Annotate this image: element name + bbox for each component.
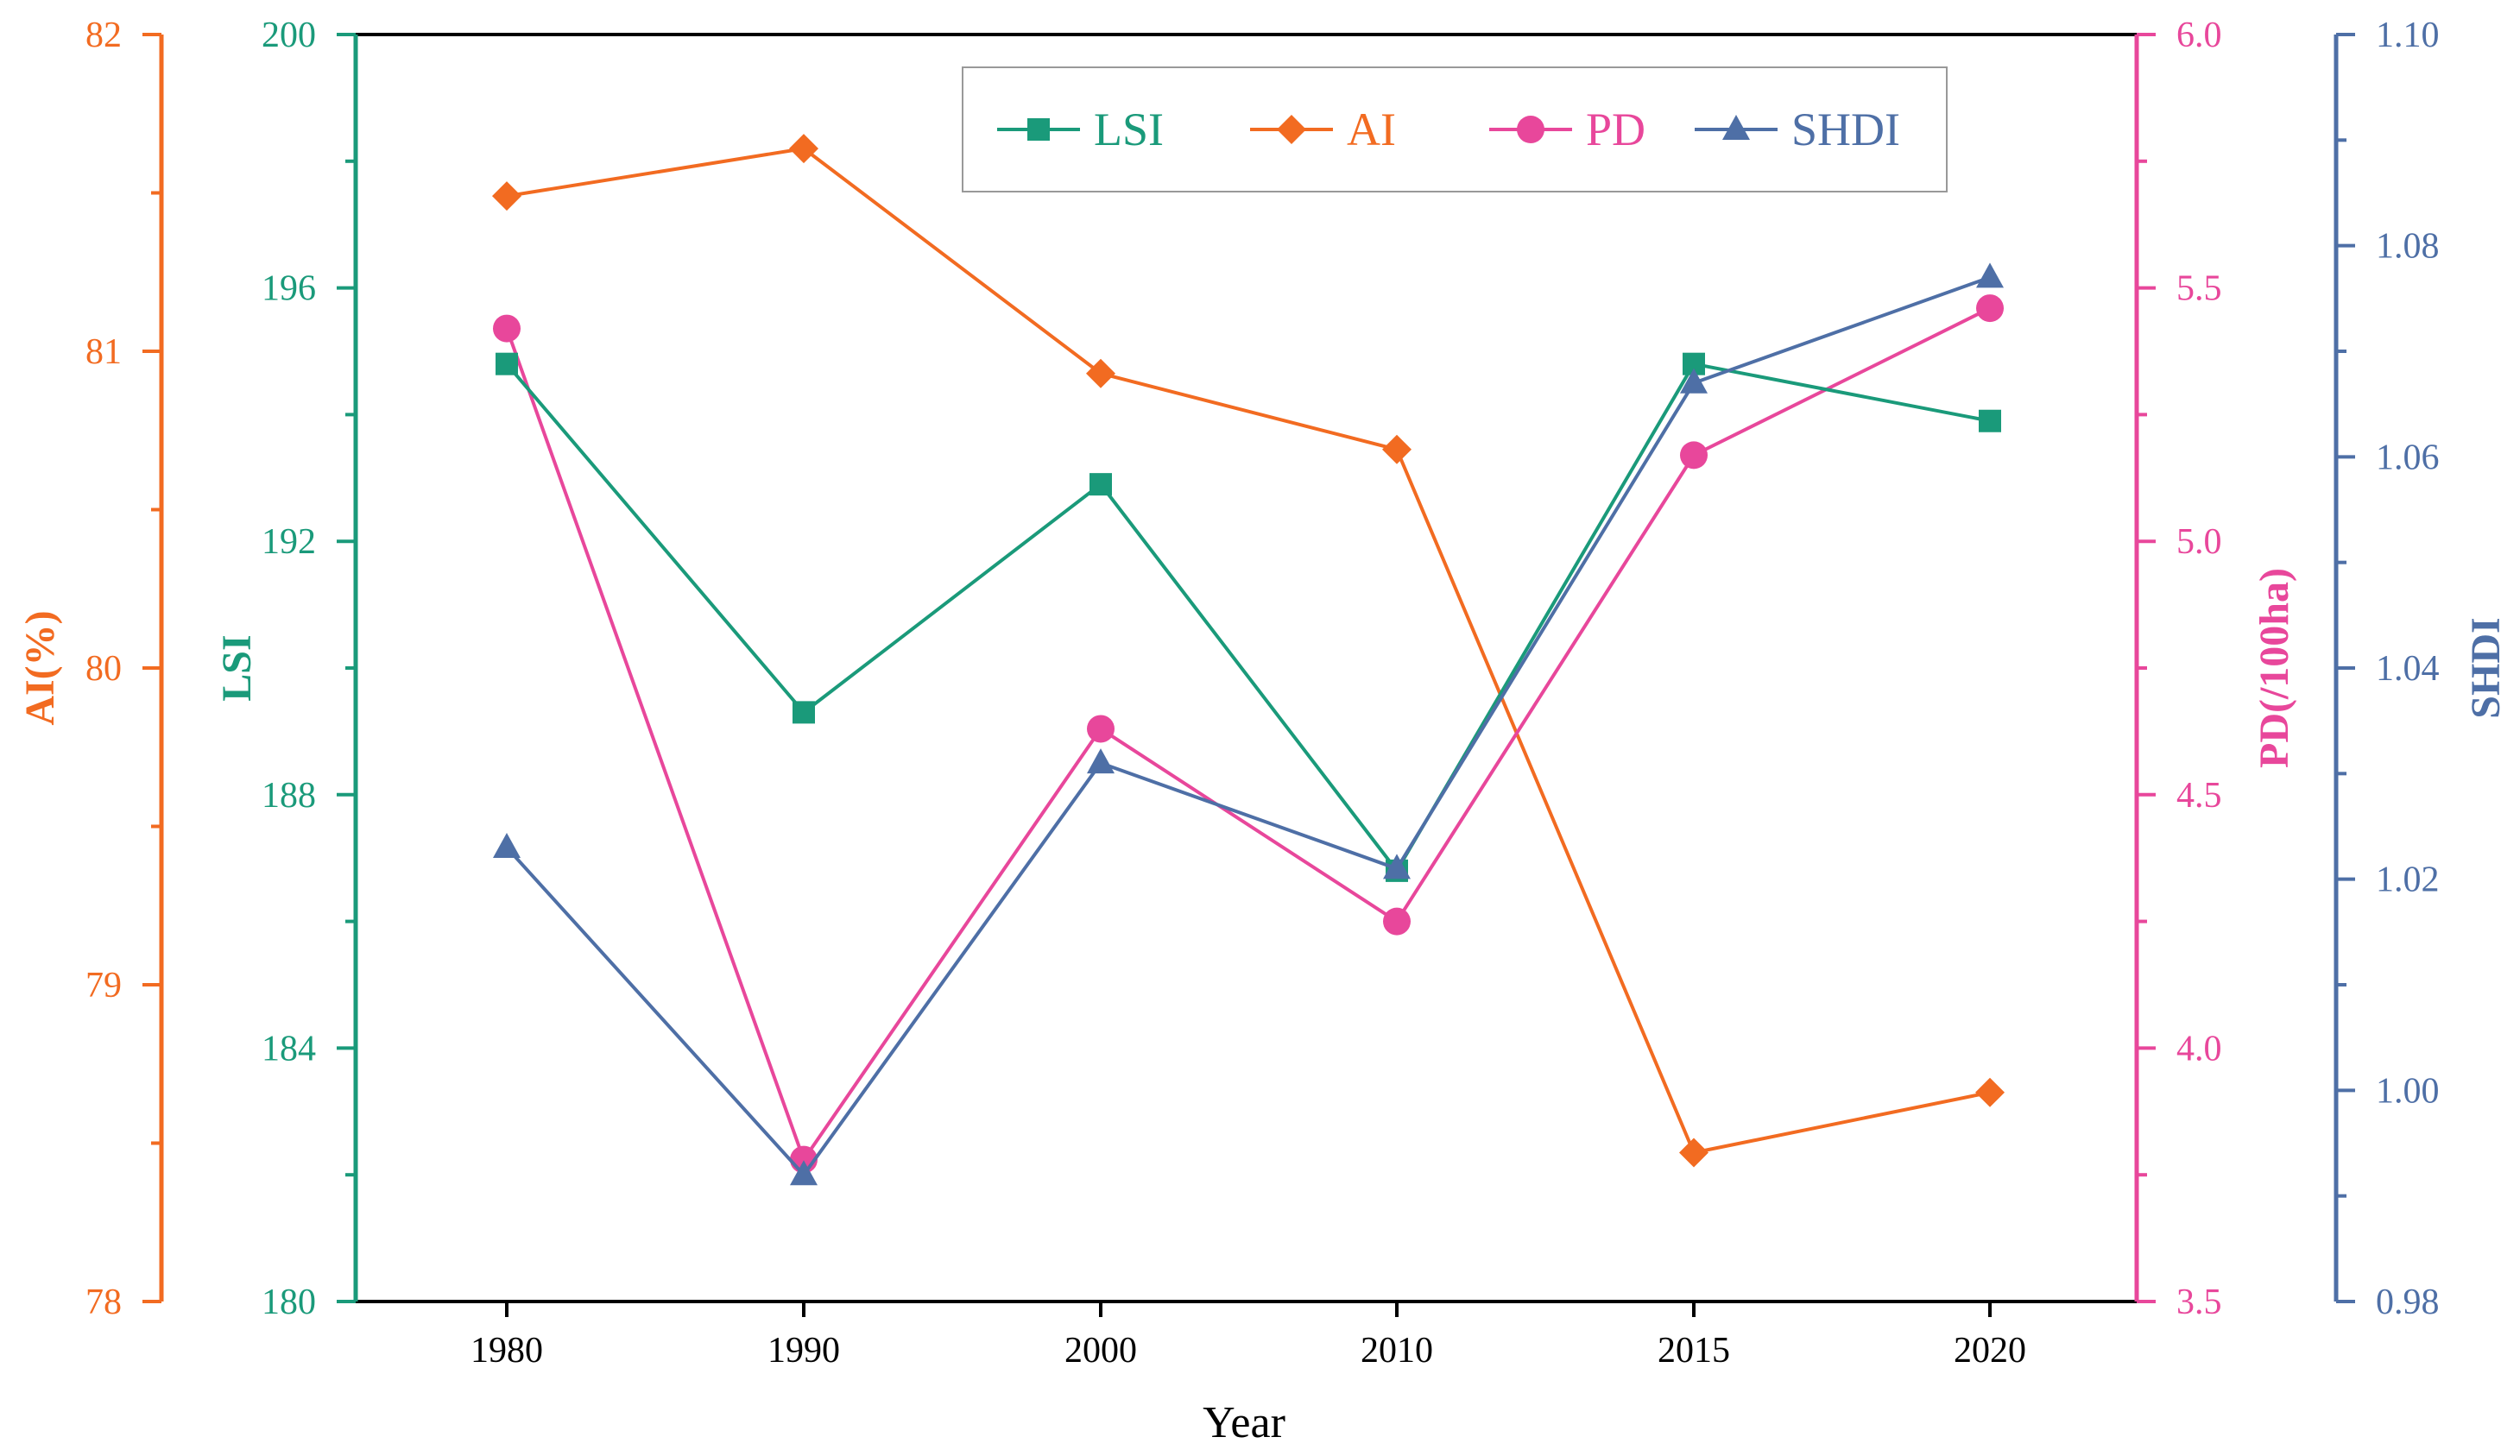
tick-label: 4.5 xyxy=(2176,776,2222,816)
data-point-lsi xyxy=(1979,409,2001,432)
data-point-shdi xyxy=(1383,854,1411,879)
tick-label: 188 xyxy=(262,776,316,816)
series-lsi xyxy=(496,352,2001,882)
data-point-shdi xyxy=(1976,262,2004,288)
series-line-shdi xyxy=(505,275,1991,1177)
tick-label: 1.04 xyxy=(2376,649,2440,689)
legend-entry-pd: PD xyxy=(1489,104,1645,155)
series-layer xyxy=(492,134,2005,1186)
tick-label: 79 xyxy=(85,966,122,1005)
data-point-ai xyxy=(1086,358,1115,388)
axis-title-shdi: SHDI xyxy=(2463,617,2509,718)
tick-label: 78 xyxy=(85,1283,122,1322)
data-point-ai xyxy=(1975,1077,2005,1107)
tick-label: 1.10 xyxy=(2376,16,2440,55)
data-point-shdi xyxy=(790,1160,818,1186)
legend-marker-pd xyxy=(1517,116,1544,143)
axis-pd: 3.5 4.0 4.5 5.0 5.5 6.0 PD(/100ha) xyxy=(2134,16,2297,1322)
data-point-pd xyxy=(1383,907,1411,936)
tick-label: 3.5 xyxy=(2176,1283,2222,1322)
legend-label-pd: PD xyxy=(1586,104,1645,155)
data-point-pd xyxy=(493,314,521,343)
series-line-pd xyxy=(505,306,1991,1162)
data-point-pd xyxy=(1976,294,2004,323)
tick-label: 6.0 xyxy=(2176,16,2222,55)
legend-marker-lsi xyxy=(1027,118,1050,141)
data-point-lsi xyxy=(793,701,815,724)
tick-label: 5.0 xyxy=(2176,522,2222,562)
axis-ai: 78 79 80 81 82 AI(%) xyxy=(17,16,164,1322)
x-tick-label: 2010 xyxy=(1361,1331,1433,1371)
tick-label: 180 xyxy=(262,1283,316,1322)
axis-lsi: 180 184 188 192 196 200 LSI xyxy=(214,16,358,1322)
data-point-pd xyxy=(1680,441,1708,470)
x-tick-label: 1990 xyxy=(767,1331,840,1371)
tick-label: 192 xyxy=(262,522,316,562)
tick-label: 81 xyxy=(85,332,122,372)
tick-label: 1.02 xyxy=(2376,860,2440,900)
axes-layer: 1980 1990 2000 2010 2015 2020 78 79 80 81 82 AI(%) 1… xyxy=(17,16,2509,1371)
data-point-shdi xyxy=(1680,368,1708,394)
legend-entry-shdi: SHDI xyxy=(1695,104,1900,155)
x-axis-title: Year xyxy=(1203,1398,1285,1447)
legend-marker-shdi xyxy=(1722,115,1750,140)
tick-label: 82 xyxy=(85,16,122,55)
data-point-ai xyxy=(1382,434,1412,464)
legend-marker-ai xyxy=(1277,115,1306,144)
data-point-ai xyxy=(789,134,818,164)
axis-shdi: 0.98 1.00 1.02 1.04 1.06 1.08 1.10 SHDI xyxy=(2334,16,2509,1322)
tick-label: 4.0 xyxy=(2176,1029,2222,1068)
tick-label: 1.06 xyxy=(2376,438,2440,477)
data-point-shdi xyxy=(493,832,521,858)
data-point-lsi xyxy=(1089,473,1112,496)
legend: LSI AI PD SHDI xyxy=(962,66,1948,192)
data-point-ai xyxy=(1679,1138,1708,1168)
series-shdi xyxy=(493,262,2004,1186)
data-point-lsi xyxy=(496,352,518,375)
legend-label-lsi: LSI xyxy=(1094,104,1164,155)
legend-entry-lsi: LSI xyxy=(997,104,1164,155)
tick-label: 200 xyxy=(262,16,316,55)
tick-label: 80 xyxy=(85,649,122,689)
legend-entry-ai: AI xyxy=(1250,104,1396,155)
data-point-shdi xyxy=(1087,748,1115,774)
tick-label: 5.5 xyxy=(2176,269,2222,309)
x-tick-label: 2000 xyxy=(1064,1331,1137,1371)
x-tick-label: 1980 xyxy=(471,1331,543,1371)
tick-label: 0.98 xyxy=(2376,1283,2440,1322)
data-point-ai xyxy=(492,181,521,211)
x-tick-label: 2015 xyxy=(1658,1331,1730,1371)
legend-box xyxy=(962,66,1948,192)
x-tick-label: 2020 xyxy=(1954,1331,2026,1371)
axis-title-ai: AI(%) xyxy=(17,610,63,725)
axis-title-pd: PD(/100ha) xyxy=(2252,568,2297,768)
tick-label: 196 xyxy=(262,269,316,309)
tick-label: 1.08 xyxy=(2376,227,2440,267)
tick-label: 1.00 xyxy=(2376,1071,2440,1111)
series-line-lsi xyxy=(505,362,1991,873)
legend-label-ai: AI xyxy=(1347,104,1396,155)
series-ai xyxy=(492,134,2005,1168)
data-point-pd xyxy=(1087,715,1115,743)
axis-title-lsi: LSI xyxy=(214,634,260,701)
series-line-ai xyxy=(506,147,1991,1155)
legend-label-shdi: SHDI xyxy=(1791,104,1900,155)
tick-label: 184 xyxy=(262,1029,316,1068)
